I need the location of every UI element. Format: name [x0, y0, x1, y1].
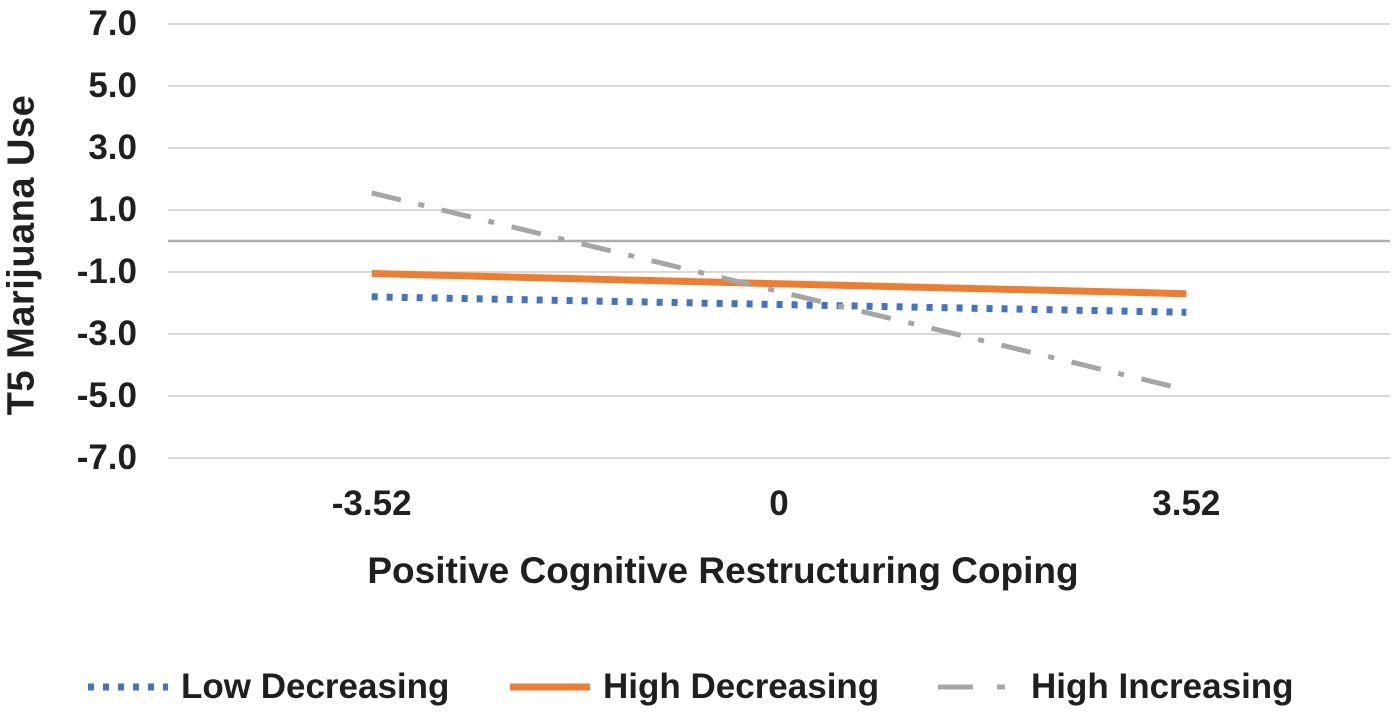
x-axis-title: Positive Cognitive Restructuring Coping — [367, 550, 1079, 591]
y-tick-label: -5.0 — [76, 376, 137, 415]
x-tick-label: -3.52 — [331, 484, 412, 523]
series-line-high-increasing — [371, 190, 1187, 393]
legend-item-high-increasing: High Increasing — [938, 664, 1294, 710]
y-tick-label: 7.0 — [88, 4, 137, 43]
y-tick-label: 5.0 — [88, 66, 137, 105]
solid-line-swatch-icon — [510, 683, 590, 691]
legend-item-low-decreasing: Low Decreasing — [88, 664, 449, 710]
x-tick-label: 0 — [769, 484, 789, 523]
dotted-line-swatch-icon — [88, 683, 168, 691]
series-line-high-decreasing — [371, 270, 1187, 298]
y-tick-label: -7.0 — [76, 438, 137, 477]
y-tick-label: -1.0 — [76, 252, 137, 291]
series-line-low-decreasing — [371, 293, 1187, 316]
plot-area — [168, 23, 1390, 459]
legend: Low Decreasing High Decreasing High Incr… — [0, 664, 1400, 710]
legend-label: High Increasing — [1031, 667, 1294, 706]
y-tick-label: -3.0 — [76, 314, 137, 353]
y-tick-label: 1.0 — [88, 190, 137, 229]
y-tick-label: 3.0 — [88, 128, 137, 167]
legend-item-high-decreasing: High Decreasing — [510, 664, 879, 710]
x-tick-label: 3.52 — [1152, 484, 1221, 523]
legend-label: Low Decreasing — [181, 667, 450, 706]
dash-dot-line-swatch-icon — [938, 684, 1018, 690]
legend-label: High Decreasing — [603, 667, 880, 706]
